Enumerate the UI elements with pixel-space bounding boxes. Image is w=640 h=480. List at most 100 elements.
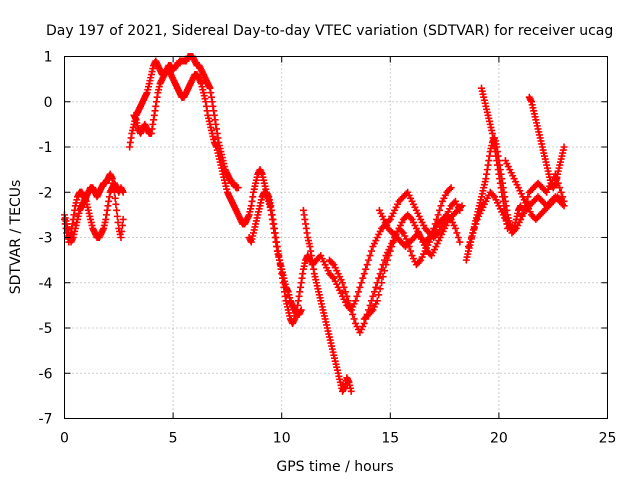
data-point: [386, 247, 394, 255]
data-point: [111, 194, 119, 202]
data-point: [346, 301, 354, 309]
data-point: [385, 217, 393, 225]
data-point: [556, 184, 564, 192]
data-point: [119, 215, 127, 223]
data-point: [340, 283, 348, 291]
data-point: [234, 184, 242, 192]
data-point: [367, 247, 375, 255]
data-point: [489, 191, 497, 199]
data-point: [118, 221, 126, 229]
data-point: [375, 274, 383, 282]
x-tick-label: 10: [273, 431, 291, 447]
x-tick-label: 20: [490, 431, 508, 447]
data-point: [520, 206, 528, 214]
data-series: [478, 84, 512, 232]
data-point: [504, 224, 512, 232]
y-tick-label: -4: [39, 276, 53, 292]
data-point: [560, 197, 568, 205]
data-series: [61, 170, 127, 246]
data-point: [114, 218, 122, 226]
x-axis-label: GPS time / hours: [276, 459, 393, 475]
data-point: [472, 220, 480, 228]
data-point: [522, 197, 530, 205]
grid: [64, 56, 608, 419]
data-point: [557, 188, 565, 196]
y-tick-label: -6: [39, 366, 53, 382]
data-point: [466, 238, 474, 246]
data-point: [436, 206, 444, 214]
data-point: [464, 243, 472, 251]
y-tick-label: 0: [44, 95, 53, 111]
data-point: [437, 202, 445, 210]
data-point: [524, 193, 532, 201]
data-point: [388, 243, 396, 251]
data-point: [366, 301, 374, 309]
y-tick-label: -2: [39, 185, 53, 201]
data-point: [119, 188, 127, 196]
y-tick-label: -5: [39, 321, 53, 337]
data-point: [367, 307, 375, 315]
data-point: [363, 261, 371, 269]
data-point: [375, 291, 383, 299]
x-tick-label: 15: [381, 431, 399, 447]
data-point: [407, 247, 415, 255]
data-point: [469, 229, 477, 237]
data-point: [379, 273, 387, 281]
data-point: [378, 279, 386, 287]
data-point: [328, 259, 336, 267]
data-point: [467, 234, 475, 241]
data-point: [454, 234, 462, 241]
data-points: [61, 53, 568, 395]
data-point: [383, 256, 391, 264]
data-point: [357, 279, 365, 287]
data-point: [398, 227, 406, 235]
data-point: [453, 229, 461, 237]
data-series: [325, 184, 455, 337]
data-point: [456, 238, 464, 246]
x-tick-labels: 0 5 10 15 20 25: [60, 431, 616, 447]
data-series: [130, 66, 305, 318]
data-point: [360, 270, 368, 278]
x-tick-label: 25: [599, 431, 617, 447]
data-series: [525, 93, 568, 192]
data-point: [347, 387, 355, 395]
data-point: [118, 227, 126, 235]
data-point: [339, 279, 347, 287]
data-point: [343, 292, 351, 300]
data-point: [117, 234, 125, 241]
data-point: [381, 267, 389, 275]
data-point: [353, 292, 361, 300]
data-point: [559, 193, 567, 201]
data-point: [352, 297, 360, 305]
data-point: [560, 143, 568, 151]
data-point: [365, 256, 373, 264]
y-axis-label: SDTVAR / TECUs: [8, 180, 24, 295]
data-point: [458, 202, 466, 210]
data-point: [511, 226, 519, 234]
axis-ticks: [64, 56, 608, 419]
data-point: [359, 274, 367, 282]
x-tick-label: 5: [169, 431, 178, 447]
data-point: [415, 258, 423, 266]
data-point: [451, 224, 459, 232]
data-point: [370, 288, 378, 296]
data-point: [341, 288, 349, 296]
y-tick-label: -1: [39, 140, 53, 156]
data-point: [373, 297, 381, 305]
data-point: [344, 297, 352, 305]
data-point: [347, 306, 355, 314]
data-point: [521, 202, 529, 210]
data-point: [470, 224, 478, 232]
data-point: [434, 211, 442, 219]
y-tick-label: -3: [39, 231, 53, 247]
x-tick-label: 0: [60, 431, 69, 447]
data-point: [407, 214, 415, 222]
data-point: [446, 185, 454, 193]
y-tick-label: 1: [44, 50, 53, 66]
y-tick-label: -7: [39, 412, 53, 428]
data-point: [328, 273, 336, 281]
data-point: [372, 283, 380, 291]
data-point: [362, 265, 370, 273]
data-point: [447, 184, 455, 192]
data-point: [349, 310, 357, 318]
